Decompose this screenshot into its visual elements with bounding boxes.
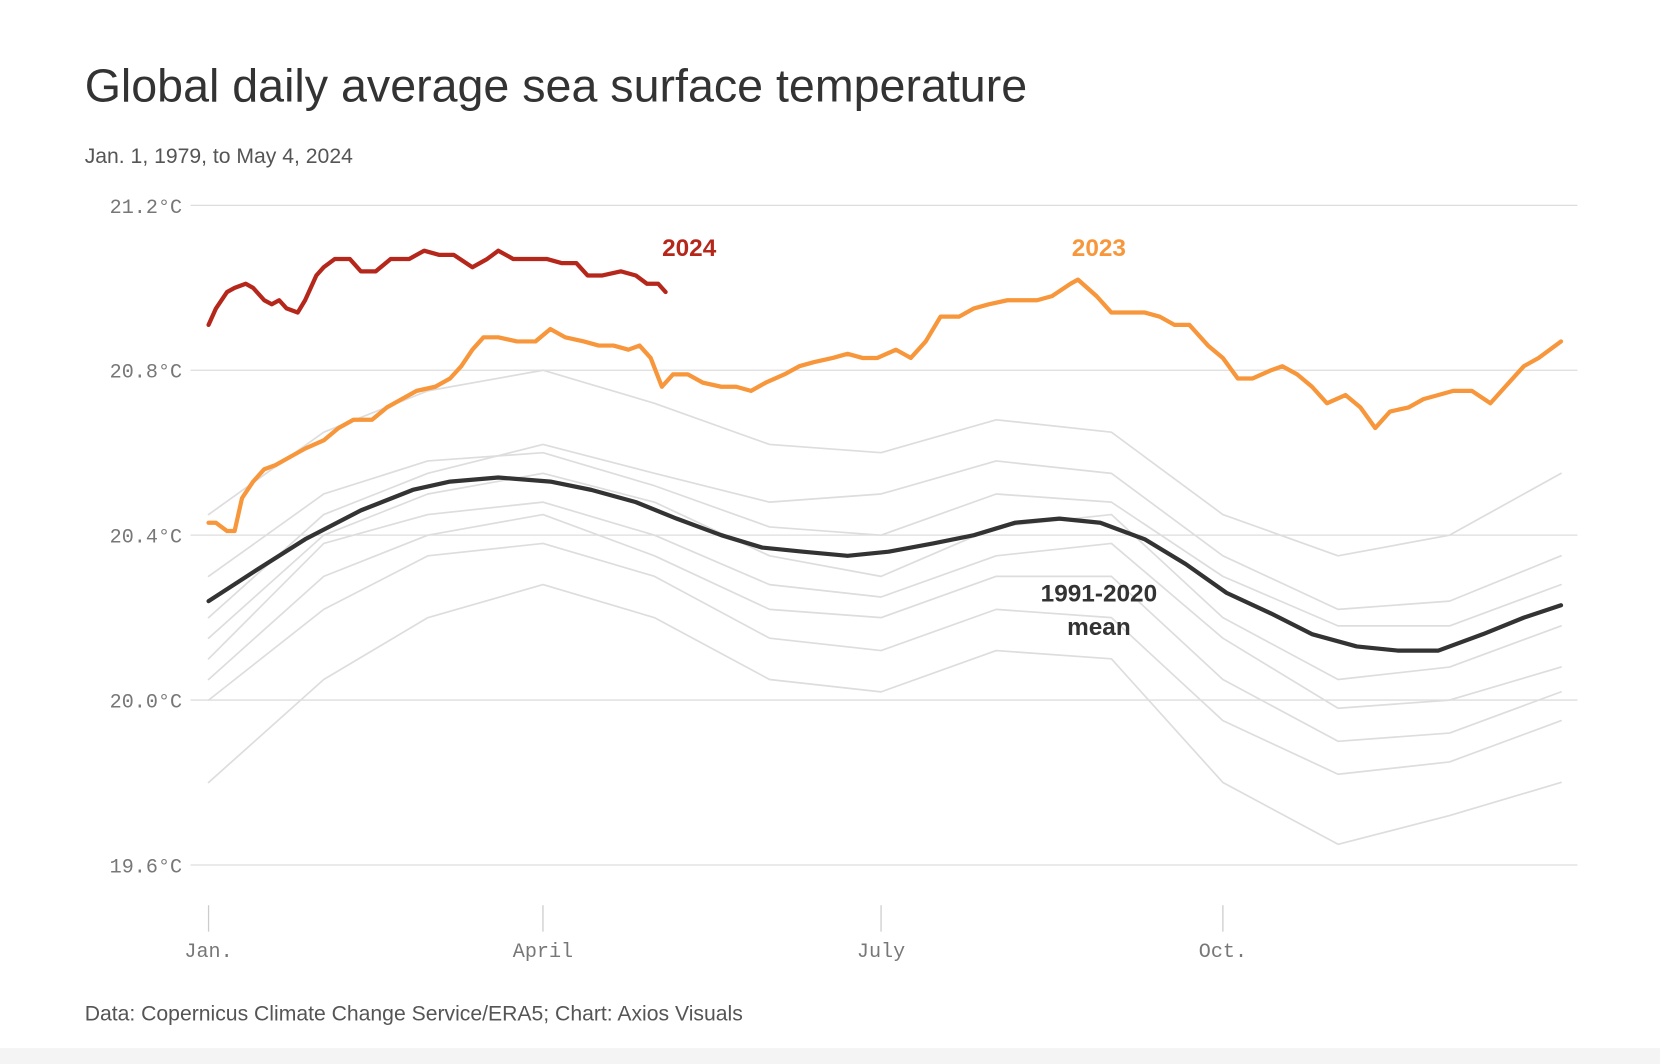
series-label-box: 2024 xyxy=(662,233,717,262)
y-tick-label: 19.6°C xyxy=(110,856,182,879)
y-tick-label: 20.0°C xyxy=(110,691,182,714)
series-line xyxy=(206,248,668,328)
chart-source: Data: Copernicus Climate Change Service/… xyxy=(85,1003,743,1026)
chart-subtitle: Jan. 1, 1979, to May 4, 2024 xyxy=(85,145,353,168)
series-line xyxy=(206,277,1564,534)
y-tick-label: 20.4°C xyxy=(110,527,182,550)
footer-strip xyxy=(0,1048,1660,1064)
chart-title: Global daily average sea surface tempera… xyxy=(85,60,1027,112)
series-label: 2024 xyxy=(662,233,717,262)
background-year-line xyxy=(207,472,1562,681)
background-year-line xyxy=(207,583,1562,846)
series-label: 2023 xyxy=(1071,233,1126,262)
background-year-line xyxy=(207,369,1562,557)
background-year-line xyxy=(207,513,1562,743)
background-year-line xyxy=(207,501,1562,710)
series-label: 1991-2020 mean xyxy=(1040,579,1158,641)
series-label-box: 1991-2020 mean xyxy=(1040,579,1158,641)
series-line xyxy=(206,475,1564,653)
y-tick-label: 21.2°C xyxy=(110,197,182,220)
x-tick-label: Jan. xyxy=(184,941,232,964)
y-tick-label: 20.8°C xyxy=(110,362,182,385)
background-year-line xyxy=(207,542,1562,776)
background-year-line xyxy=(207,451,1562,627)
series-label-box: 2023 xyxy=(1071,233,1126,262)
x-tick-label: April xyxy=(513,941,573,964)
x-tick-label: July xyxy=(857,941,905,964)
background-year-line xyxy=(207,443,1562,619)
x-tick-label: Oct. xyxy=(1199,941,1247,964)
